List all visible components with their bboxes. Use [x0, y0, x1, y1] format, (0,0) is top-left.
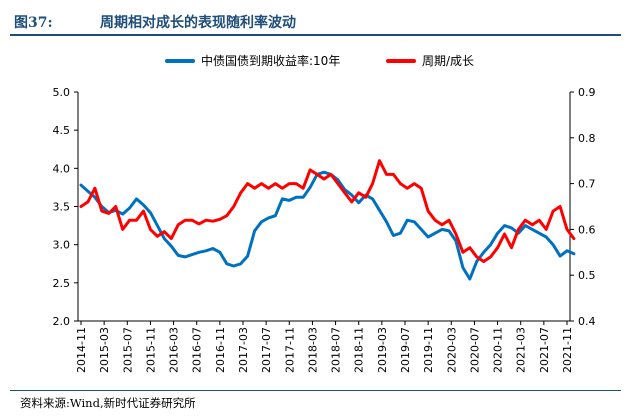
y-left-tick-label: 5.0: [53, 86, 71, 99]
legend-swatch-red: [386, 58, 416, 63]
x-tick-label: 2014-11: [75, 327, 88, 373]
x-tick-label: 2018-03: [306, 327, 319, 373]
header-rule: [10, 34, 621, 36]
legend-item-yield: 中债国债到期收益率:10年: [165, 52, 340, 69]
x-tick-label: 2021-03: [515, 327, 528, 373]
x-tick-label: 2019-03: [376, 327, 389, 373]
x-tick-label: 2021-07: [538, 327, 551, 373]
series-line-yield: [79, 170, 576, 281]
legend-label-ratio: 周期/成长: [422, 54, 475, 68]
x-tick-label: 2016-03: [168, 327, 181, 373]
x-tick-label: 2020-03: [445, 327, 458, 373]
x-tick-label: 2019-11: [422, 327, 435, 373]
x-tick-label: 2017-07: [260, 327, 273, 373]
y-left-tick-label: 4.0: [53, 162, 71, 175]
footer-rule: [10, 390, 621, 391]
y-right-tick-label: 0.5: [578, 269, 596, 282]
legend-item-ratio: 周期/成长: [386, 52, 474, 69]
x-tick-label: 2019-07: [399, 327, 412, 373]
chart-legend: 中债国债到期收益率:10年 周期/成长: [0, 52, 631, 72]
source-note: 资料来源:Wind,新时代证券研究所: [20, 396, 196, 410]
y-right-tick-label: 0.7: [578, 178, 596, 191]
y-left-tick-label: 3.0: [53, 239, 71, 252]
y-right-tick-label: 0.6: [578, 223, 596, 236]
x-tick-label: 2020-11: [492, 327, 505, 373]
series-line-ratio: [79, 159, 576, 263]
x-tick-label: 2015-11: [144, 327, 157, 373]
figure-number: 图37:: [14, 15, 53, 31]
x-tick-label: 2015-03: [98, 327, 111, 373]
x-tick-label: 2017-11: [283, 327, 296, 373]
y-left-tick-label: 2.5: [53, 277, 71, 290]
x-tick-label: 2018-11: [353, 327, 366, 373]
y-left-tick-label: 4.5: [53, 124, 71, 137]
x-tick-label: 2016-07: [191, 327, 204, 373]
legend-label-yield: 中债国债到期收益率:10年: [201, 54, 341, 68]
figure-header: 图37: 周期相对成长的表现随利率波动: [10, 8, 621, 34]
y-left-tick-label: 3.5: [53, 201, 71, 214]
x-tick-label: 2021-11: [561, 327, 574, 373]
y-left-tick-label: 2.0: [53, 315, 71, 328]
legend-swatch-blue: [165, 58, 195, 63]
x-tick-label: 2015-07: [121, 327, 134, 373]
x-tick-label: 2017-03: [237, 327, 250, 373]
x-tick-label: 2020-07: [468, 327, 481, 373]
x-tick-label: 2016-11: [214, 327, 227, 373]
x-tick-label: 2018-07: [330, 327, 343, 373]
y-right-tick-label: 0.8: [578, 132, 596, 145]
figure-title: 周期相对成长的表现随利率波动: [100, 15, 296, 31]
y-right-tick-label: 0.4: [578, 315, 596, 328]
y-right-tick-label: 0.9: [578, 86, 596, 99]
